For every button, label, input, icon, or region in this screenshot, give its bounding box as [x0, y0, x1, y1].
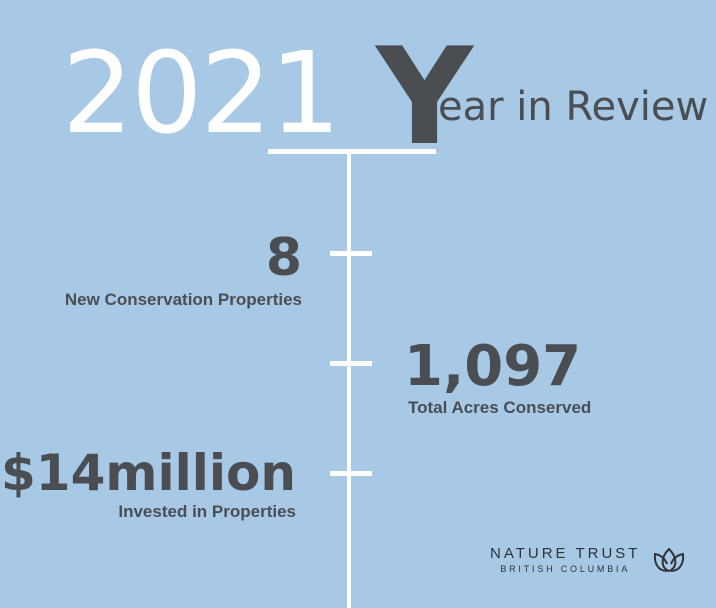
timeline-tick-3: [330, 471, 372, 476]
logo-name: NATURE TRUST: [490, 545, 641, 562]
stat-properties-label: New Conservation Properties: [64, 290, 302, 309]
stat-properties-number: 8: [265, 228, 302, 288]
logo-region: BRITISH COLUMBIA: [500, 564, 631, 574]
stat-acres-label: Total Acres Conserved: [408, 398, 592, 417]
timeline-tick-1: [330, 251, 372, 256]
timeline-line: [347, 152, 351, 608]
stat-investment-number: $14million: [1, 444, 296, 502]
timeline-tick-2: [330, 361, 372, 366]
leaf-icon: [653, 547, 685, 573]
stat-acres-number: 1,097: [404, 334, 582, 399]
title-rest: ear in Review: [438, 84, 709, 130]
stat-investment-label: Invested in Properties: [118, 502, 296, 521]
title-initial: Y: [376, 19, 474, 175]
logo: NATURE TRUST BRITISH COLUMBIA: [490, 545, 640, 575]
title-year: 2021: [62, 29, 341, 159]
title-underline: [268, 149, 436, 154]
